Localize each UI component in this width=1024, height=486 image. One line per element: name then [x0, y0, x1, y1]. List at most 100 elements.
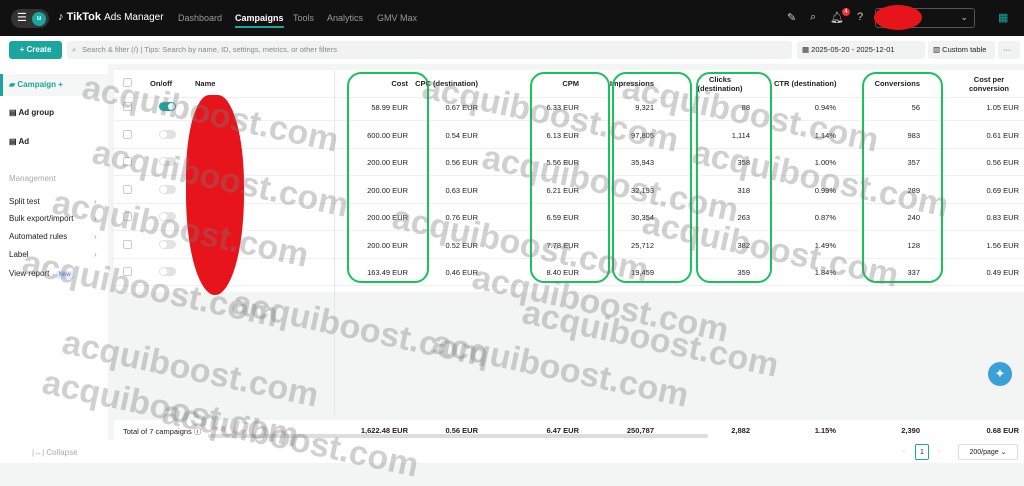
menu-button[interactable]: ☰ u [11, 9, 49, 28]
cell-cpm: 8.40 EUR [546, 268, 579, 277]
cell-cpc: 0.67 EUR [445, 103, 478, 112]
total-imp: 250,787 [626, 426, 654, 435]
select-all-checkbox[interactable] [123, 78, 132, 87]
cell-cpa: 1.56 EUR [986, 240, 1019, 250]
totals-label: Total of 7 campaigns ⓘ [123, 427, 202, 436]
search-icon[interactable]: ⌕ [810, 11, 817, 23]
cell-cpa: 0.56 EUR [986, 158, 1019, 167]
column-header-conv[interactable]: Conversions [874, 79, 920, 88]
cell-cost: 163.49 EUR [367, 268, 408, 277]
total-conv: 2,390 [901, 426, 920, 435]
page-1-button[interactable]: 1 [915, 444, 929, 460]
bell-icon[interactable]: 🔔︎ [830, 12, 844, 24]
custom-table-button[interactable]: ▥ Custom table [928, 41, 995, 59]
cell-cpm: 5.56 EUR [546, 158, 579, 167]
cell-ctr: 0.99% [814, 185, 836, 195]
sidebar-item-split-test[interactable]: Split test [9, 197, 40, 206]
cell-cpm: 7.78 EUR [546, 240, 579, 250]
column-header-cpa[interactable]: Cost per conversion [968, 75, 1009, 93]
sidebar-item-ad[interactable]: ▤ Ad [9, 137, 30, 146]
hamburger-icon: ☰ [17, 12, 27, 24]
per-page-select[interactable]: 200/page ⌄ [958, 444, 1018, 460]
sidebar-item-bulk-export-import[interactable]: Bulk export/import [9, 214, 74, 223]
prev-page-button[interactable]: ‹ [902, 448, 906, 455]
cell-cpc: 0.52 EUR [445, 240, 478, 250]
row-checkbox[interactable] [123, 267, 132, 276]
column-header-cpm[interactable]: CPM [562, 79, 579, 88]
collapse-button[interactable]: |↔| Collapse [32, 448, 78, 457]
top-bar: ☰ u ♪ TikTok Ads Manager Dashboard Campaig… [0, 0, 1024, 36]
horizontal-scrollbar[interactable] [208, 434, 708, 438]
row-checkbox[interactable] [123, 102, 132, 111]
total-cost: 1,622.48 EUR [360, 426, 408, 435]
cell-conv: 337 [907, 268, 920, 277]
search-input[interactable]: ⌕ Search & filter (/) | Tips: Search by n… [67, 41, 792, 59]
cell-clicks: 359 [737, 268, 750, 277]
column-header-imp[interactable]: Impressions [609, 79, 654, 88]
cell-cpa: 0.49 EUR [986, 268, 1019, 277]
cell-imp: 9,321 [635, 103, 654, 112]
cell-imp: 19,459 [631, 268, 654, 277]
cell-clicks: 318 [737, 185, 750, 195]
chevron-right-icon: › [94, 214, 97, 223]
create-button[interactable]: + Create [9, 41, 62, 59]
campaign-toggle[interactable] [159, 157, 176, 166]
column-header-clicks[interactable]: Clicks (destination) [697, 75, 743, 93]
cell-cost: 200.00 EUR [367, 213, 408, 222]
edit-icon[interactable]: ✎ [787, 12, 797, 24]
cell-conv: 289 [907, 185, 920, 195]
sidebar-item-view-report[interactable]: View report New [9, 269, 74, 279]
sidebar-item-automated-rules[interactable]: Automated rules [9, 232, 68, 241]
chevron-right-icon: › [94, 197, 97, 206]
cell-cpa: 0.61 EUR [986, 130, 1019, 140]
column-header-ctr[interactable]: CTR (destination) [774, 79, 837, 88]
sidebar-item-campaign[interactable]: ▰ Campaign + [0, 74, 108, 96]
watermark: acquiboost.com [429, 323, 692, 415]
column-header-cost[interactable]: Cost [391, 79, 408, 88]
campaign-toggle[interactable] [159, 212, 176, 221]
tab-analytics[interactable]: Analytics [327, 13, 364, 23]
cell-conv: 128 [907, 240, 920, 250]
sidebar-item-label[interactable]: Label [9, 250, 29, 259]
help-icon[interactable]: ? [857, 11, 864, 23]
assistant-button[interactable]: ✦ [988, 362, 1012, 386]
column-header-cpc[interactable]: CPC (destination) [415, 79, 478, 88]
tab-dashboard[interactable]: Dashboard [178, 13, 223, 23]
chevron-down-icon: ⌄ [960, 12, 968, 22]
more-button[interactable]: ··· [998, 41, 1020, 59]
watermark: acquiboost.com [519, 293, 782, 385]
row-checkbox[interactable] [123, 239, 132, 249]
date-range-picker[interactable]: ▦ 2025-05-20 - 2025-12-01 [797, 41, 925, 59]
cell-cpm: 6.33 EUR [546, 103, 579, 112]
campaign-toggle[interactable] [159, 239, 176, 249]
tab-tools[interactable]: Tools [293, 13, 315, 23]
cell-ctr: 0.87% [814, 213, 836, 222]
search-icon: ⌕ [72, 45, 77, 54]
row-checkbox[interactable] [123, 129, 132, 139]
row-checkbox[interactable] [123, 157, 132, 166]
next-page-button[interactable]: › [937, 448, 941, 455]
cell-cpc: 0.54 EUR [445, 130, 478, 140]
campaign-toggle[interactable] [159, 267, 176, 276]
campaign-toggle[interactable] [159, 102, 176, 111]
column-header-name[interactable]: Name [195, 79, 216, 88]
row-checkbox[interactable] [123, 212, 132, 221]
campaign-toggle[interactable] [159, 184, 176, 194]
tab-campaigns[interactable]: Campaigns [235, 13, 284, 28]
campaign-toggle[interactable] [159, 129, 176, 139]
total-cpc: 0.56 EUR [445, 426, 478, 435]
cell-clicks: 382 [737, 240, 750, 250]
column-header-on-off[interactable]: On/off [150, 79, 173, 88]
cell-imp: 32,193 [631, 185, 654, 195]
shop-icon[interactable]: ▦ [998, 12, 1009, 24]
row-checkbox[interactable] [123, 184, 132, 194]
cell-clicks: 1,114 [731, 130, 750, 140]
cell-cost: 200.00 EUR [367, 240, 408, 250]
tab-gmv-max[interactable]: GMV Max [377, 13, 418, 23]
cell-imp: 97,805 [631, 130, 654, 140]
cell-cpa: 1.05 EUR [986, 103, 1019, 112]
cell-cost: 200.00 EUR [367, 185, 408, 195]
sidebar-item-ad-group[interactable]: ▤ Ad group [9, 108, 55, 117]
cell-cost: 600.00 EUR [367, 130, 408, 140]
cell-conv: 56 [911, 103, 920, 112]
